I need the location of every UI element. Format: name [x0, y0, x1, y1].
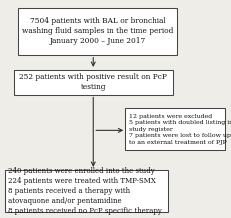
Text: 7504 patients with BAL or bronchial
washing fluid samples in the time period
Jan: 7504 patients with BAL or bronchial wash…: [22, 17, 173, 45]
FancyBboxPatch shape: [18, 8, 177, 54]
Text: 240 patients were enrolled into the study
224 patients were treated with TMP-SMX: 240 patients were enrolled into the stud…: [8, 167, 161, 215]
FancyBboxPatch shape: [14, 70, 172, 95]
Text: 12 patients were excluded
5 patients with doubled listing in the
study register
: 12 patients were excluded 5 patients wit…: [128, 114, 231, 145]
FancyBboxPatch shape: [5, 170, 167, 212]
FancyBboxPatch shape: [125, 109, 224, 150]
Text: 252 patients with positive result on PcP
testing: 252 patients with positive result on PcP…: [19, 73, 167, 91]
